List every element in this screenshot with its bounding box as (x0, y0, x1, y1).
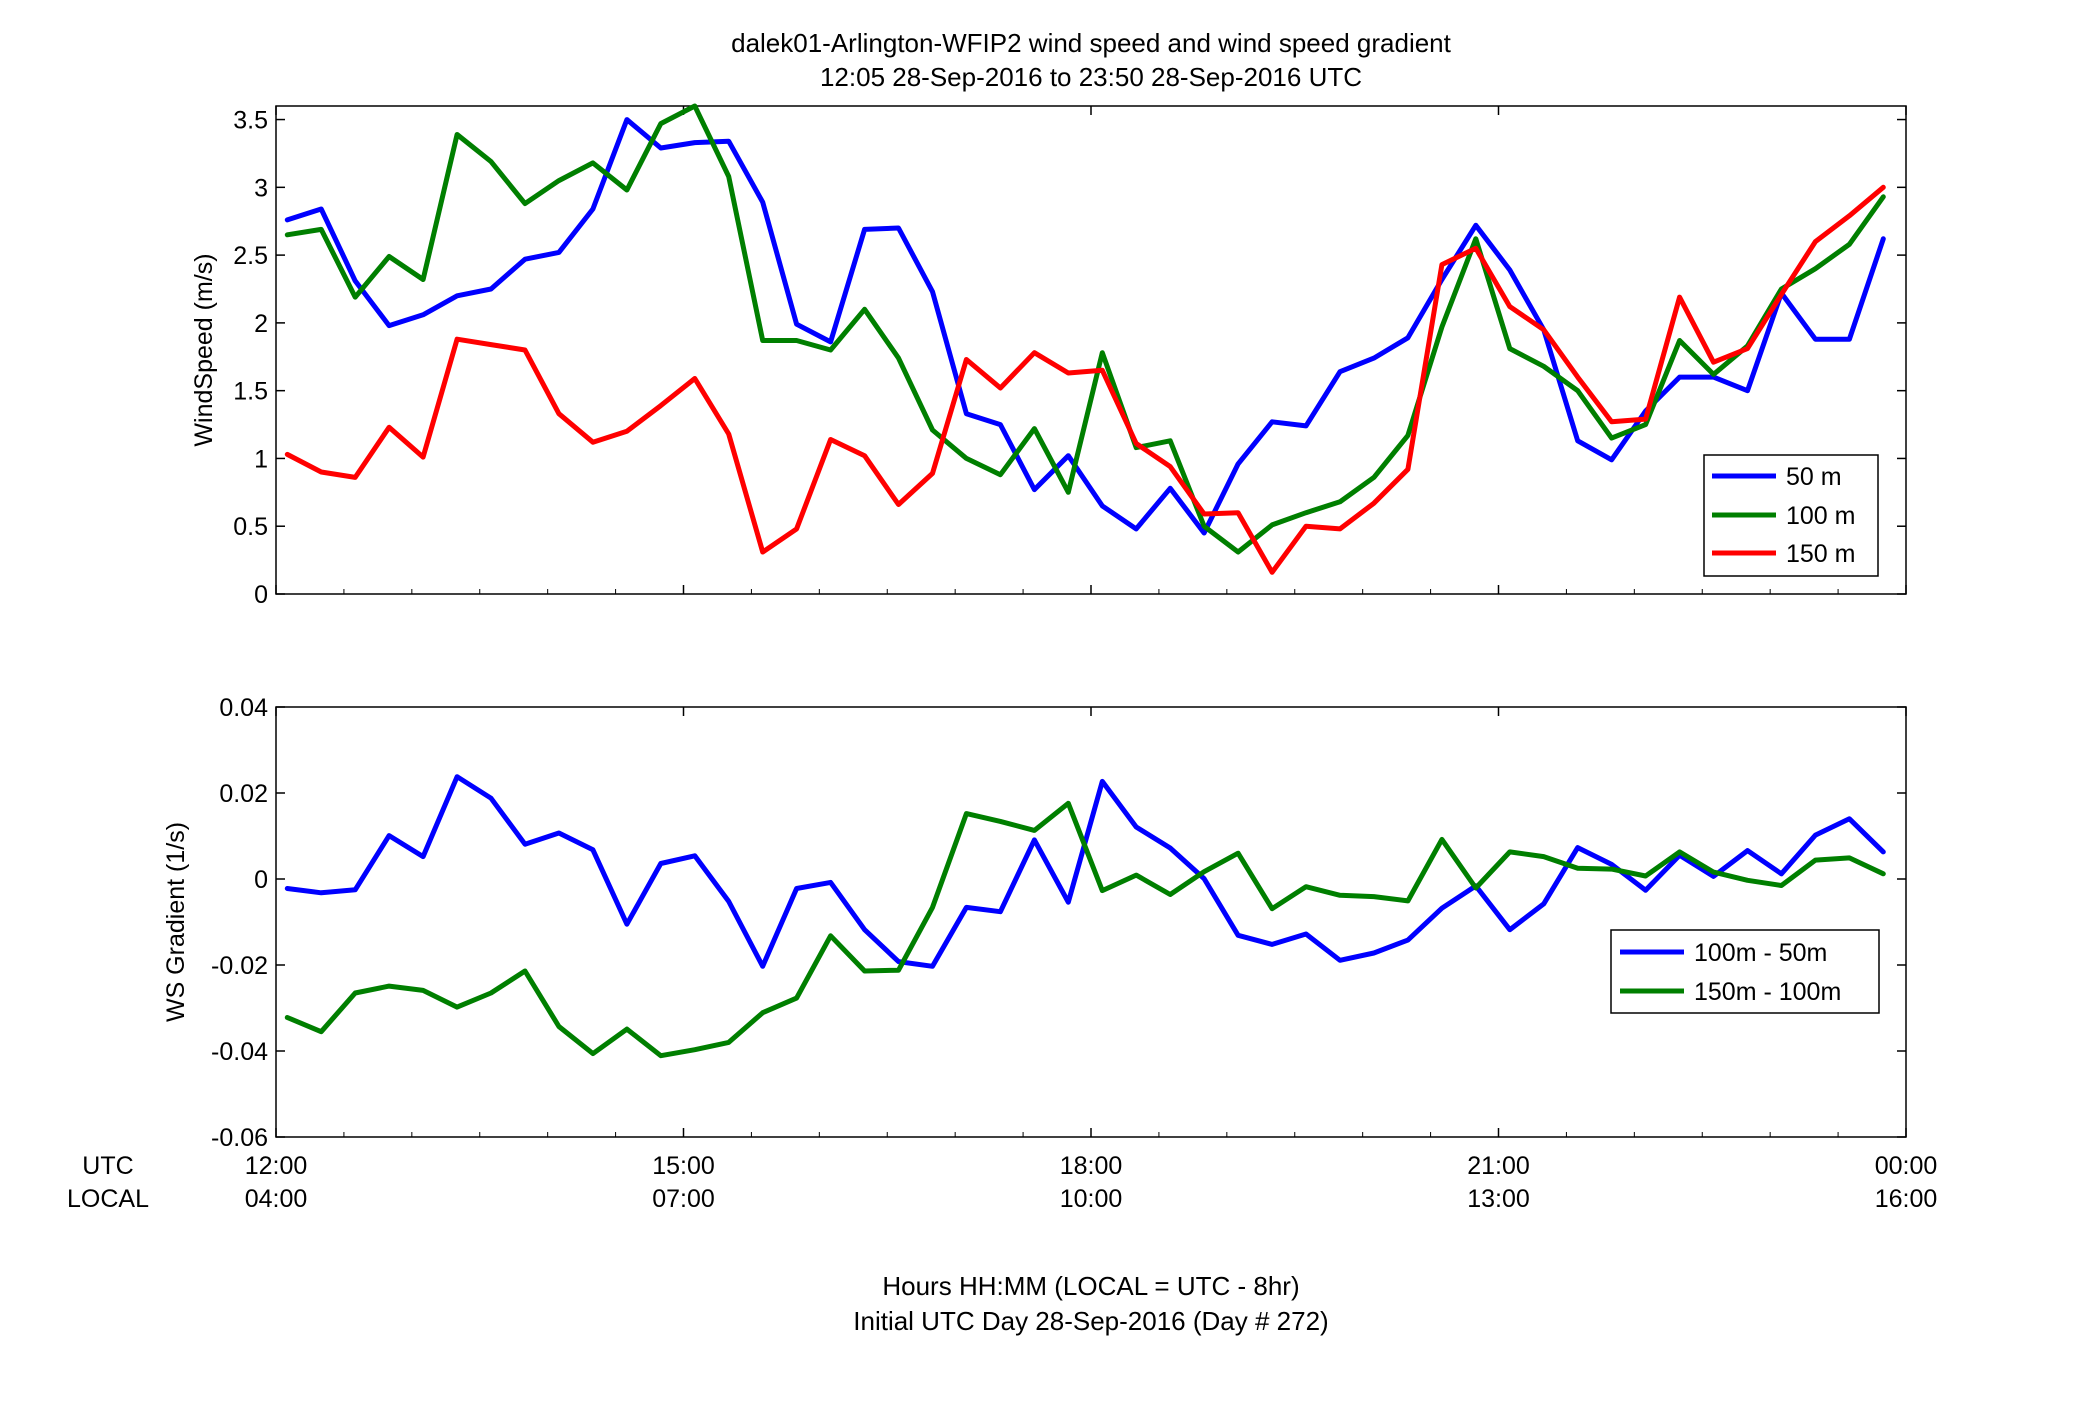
windspeed-ytick-label: 0.5 (233, 513, 268, 541)
x-row-label-local: LOCAL (67, 1185, 149, 1213)
gradient-ytick-label: 0 (254, 866, 268, 894)
xtick-label-utc: 12:00 (245, 1152, 308, 1180)
windspeed-x-ticks (275, 106, 1907, 594)
windspeed-ytick-label: 1 (254, 445, 268, 473)
xtick-label-utc: 00:00 (1875, 1152, 1938, 1180)
gradient-y-ticks: -0.06 -0.04 -0.02 0 0.02 0.04 (211, 694, 1906, 1152)
windspeed-series-line-50-m (284, 117, 1886, 536)
windspeed-ytick-label: 1.5 (233, 378, 268, 406)
legend-label-50m: 50 m (1786, 463, 1842, 491)
x-row-label-utc: UTC (82, 1152, 133, 1180)
gradient-ytick-label: -0.06 (211, 1124, 268, 1152)
legend-label-100m: 100 m (1786, 502, 1855, 530)
gradient-ytick-label: 0.04 (219, 694, 268, 722)
xtick-label-utc: 18:00 (1060, 1152, 1123, 1180)
xtick-label-local: 16:00 (1875, 1185, 1938, 1213)
gradient-ytick-label: -0.04 (211, 1038, 268, 1066)
windspeed-series-group (284, 103, 1886, 575)
windspeed-series-line-150-m (284, 184, 1886, 575)
legend-label-150m: 150 m (1786, 540, 1855, 568)
windspeed-legend: 50 m 100 m 150 m (1703, 454, 1879, 577)
gradient-x-ticks (275, 707, 1907, 1137)
gradient-y-axis-label: WS Gradient (1/s) (162, 822, 190, 1022)
chart-title: dalek01-Arlington-WFIP2 wind speed and w… (731, 28, 1452, 58)
gradient-series-line-150m-100m (284, 800, 1886, 1059)
windspeed-ytick-label: 2 (254, 310, 268, 338)
windspeed-ytick-label: 3 (254, 174, 268, 202)
legend-label-100m-50m: 100m - 50m (1694, 939, 1827, 967)
windspeed-y-ticks: 0 0.5 1 1.5 2 2.5 3 3.5 (233, 107, 1906, 609)
x-axis-label: Hours HH:MM (LOCAL = UTC - 8hr) (882, 1271, 1299, 1301)
legend-label-150m-100m: 150m - 100m (1694, 978, 1841, 1006)
gradient-series-group (284, 774, 1886, 1059)
xtick-label-utc: 21:00 (1467, 1152, 1530, 1180)
gradient-ytick-label: 0.02 (219, 780, 268, 808)
x-axis-label-initial-day: Initial UTC Day 28-Sep-2016 (Day # 272) (853, 1306, 1328, 1336)
xtick-label-utc: 15:00 (652, 1152, 715, 1180)
windspeed-ytick-label: 2.5 (233, 242, 268, 270)
windspeed-y-axis-label: WindSpeed (m/s) (190, 253, 218, 446)
gradient-legend: 100m - 50m 150m - 100m (1610, 929, 1880, 1014)
gradient-plot: -0.06 -0.04 -0.02 0 0.02 0.04 WS Gradient (1/… (67, 694, 1937, 1213)
windspeed-ytick-label: 0 (254, 581, 268, 609)
xtick-label-local: 10:00 (1060, 1185, 1123, 1213)
gradient-x-tick-labels: 12:00 04:00 15:00 07:00 18:00 10:00 21:00 13:00… (245, 1152, 1938, 1213)
xtick-label-local: 04:00 (245, 1185, 308, 1213)
gradient-legend-box (1610, 929, 1880, 1014)
windspeed-series-line-100-m (284, 103, 1886, 555)
xtick-label-local: 13:00 (1467, 1185, 1530, 1213)
windspeed-ytick-label: 3.5 (233, 107, 268, 135)
chart-subtitle: 12:05 28-Sep-2016 to 23:50 28-Sep-2016 U… (820, 62, 1362, 92)
gradient-ytick-label: -0.02 (211, 952, 268, 980)
windspeed-plot: 0 0.5 1 1.5 2 2.5 3 3.5 WindSpeed (m/s) 50 m 10… (190, 103, 1907, 609)
xtick-label-local: 07:00 (652, 1185, 715, 1213)
